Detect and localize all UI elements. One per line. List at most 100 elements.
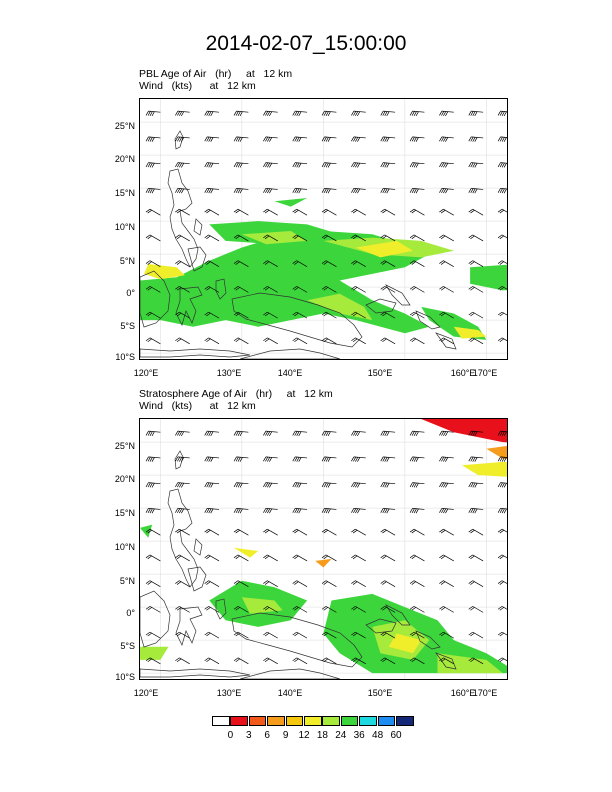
- coastline: [174, 130, 184, 150]
- wind-barb: [468, 430, 484, 437]
- wind-barb: [351, 657, 366, 665]
- colorbar-swatch: [230, 716, 248, 726]
- wind-barb: [204, 631, 220, 639]
- wind-barb: [175, 606, 190, 613]
- wind-barb: [233, 162, 249, 168]
- wind-barb: [439, 311, 454, 319]
- wind-barb: [233, 482, 249, 488]
- wind-barb: [380, 580, 396, 587]
- wind-barb: [204, 657, 220, 665]
- wind-barb: [321, 657, 337, 665]
- wind-barb: [145, 286, 161, 293]
- wind-barb: [175, 286, 190, 293]
- wind-barb: [468, 110, 484, 117]
- wind-barb: [468, 456, 484, 462]
- wind-barb: [439, 430, 454, 437]
- wind-barb: [263, 188, 278, 194]
- wind-barb: [204, 260, 220, 267]
- wind-barb: [175, 554, 190, 562]
- wind-barb: [439, 337, 454, 345]
- wind-barb: [263, 606, 278, 613]
- wind-barb: [351, 528, 366, 536]
- wind-barb: [321, 482, 337, 488]
- wind-barb: [468, 528, 484, 536]
- wind-barb: [175, 631, 190, 639]
- colorbar-tick-label: 24: [335, 730, 347, 741]
- wind-barb: [263, 456, 278, 462]
- wind-barb: [175, 260, 190, 267]
- wind-barb: [175, 234, 190, 242]
- wind-barb: [204, 508, 220, 514]
- wind-barb: [145, 208, 161, 216]
- wind-barb: [409, 482, 425, 488]
- wind-barb: [380, 554, 396, 562]
- wind-barb: [497, 482, 507, 488]
- pbl-green-region: [470, 264, 507, 291]
- wind-barb: [497, 580, 507, 587]
- wind-barb: [409, 657, 425, 665]
- wind-barb: [175, 508, 190, 514]
- wind-barb: [233, 208, 249, 216]
- wind-barb: [145, 234, 161, 242]
- coastline: [175, 286, 203, 326]
- wind-barb: [351, 162, 366, 168]
- coastline: [140, 348, 251, 358]
- wind-barb: [351, 580, 366, 587]
- wind-barb: [439, 456, 454, 462]
- wind-barb: [439, 657, 454, 665]
- wind-barb: [321, 430, 337, 437]
- wind-barb: [292, 456, 308, 462]
- strat-yellow-region: [461, 461, 507, 477]
- wind-barb: [439, 110, 454, 117]
- wind-barb: [292, 208, 308, 216]
- wind-barb: [351, 631, 366, 639]
- wind-barb: [292, 430, 308, 437]
- coastline: [239, 668, 341, 679]
- coastline: [193, 218, 203, 236]
- wind-barb: [204, 188, 220, 194]
- wind-barb: [233, 311, 249, 319]
- longitude-tick-label: 120°E: [133, 368, 159, 378]
- longitude-tick-label: 140°E: [277, 368, 303, 378]
- wind-barb: [321, 606, 337, 613]
- wind-barb: [409, 162, 425, 168]
- wind-barb: [497, 110, 507, 117]
- coastline: [167, 168, 199, 268]
- latitude-tick-label: 20°N: [114, 474, 135, 484]
- wind-barb: [233, 631, 249, 639]
- wind-barb: [263, 580, 278, 587]
- wind-barb: [380, 260, 396, 267]
- wind-barb: [439, 508, 454, 514]
- wind-barb: [145, 657, 161, 665]
- wind-barb: [204, 337, 220, 345]
- latitude-tick-label: 10°S: [115, 352, 135, 362]
- pbl-green-region: [274, 198, 308, 207]
- latitude-tick-label: 5°N: [119, 256, 135, 266]
- wind-barb: [145, 430, 161, 437]
- wind-barb: [439, 208, 454, 216]
- strat-yellow-region: [233, 547, 259, 558]
- wind-barb: [292, 554, 308, 562]
- wind-barb: [204, 234, 220, 242]
- wind-barb: [204, 554, 220, 562]
- wind-barb: [263, 631, 278, 639]
- wind-barb: [321, 162, 337, 168]
- wind-barb: [175, 110, 190, 117]
- latitude-tick-label: 15°N: [114, 508, 135, 518]
- longitude-tick-label: 150°E: [367, 368, 393, 378]
- wind-barb: [439, 188, 454, 194]
- latitude-tick-label: 20°N: [114, 154, 135, 164]
- wind-barb: [409, 631, 425, 639]
- wind-barb: [380, 456, 396, 462]
- wind-barb: [497, 188, 507, 194]
- wind-barb: [321, 508, 337, 514]
- coastline: [385, 284, 411, 306]
- wind-barb: [468, 482, 484, 488]
- wind-barb: [321, 260, 337, 267]
- coastline: [174, 450, 184, 470]
- wind-barb: [175, 208, 190, 216]
- wind-barb: [175, 482, 190, 488]
- wind-barb: [145, 528, 161, 536]
- wind-barb: [292, 260, 308, 267]
- coastline: [231, 612, 363, 668]
